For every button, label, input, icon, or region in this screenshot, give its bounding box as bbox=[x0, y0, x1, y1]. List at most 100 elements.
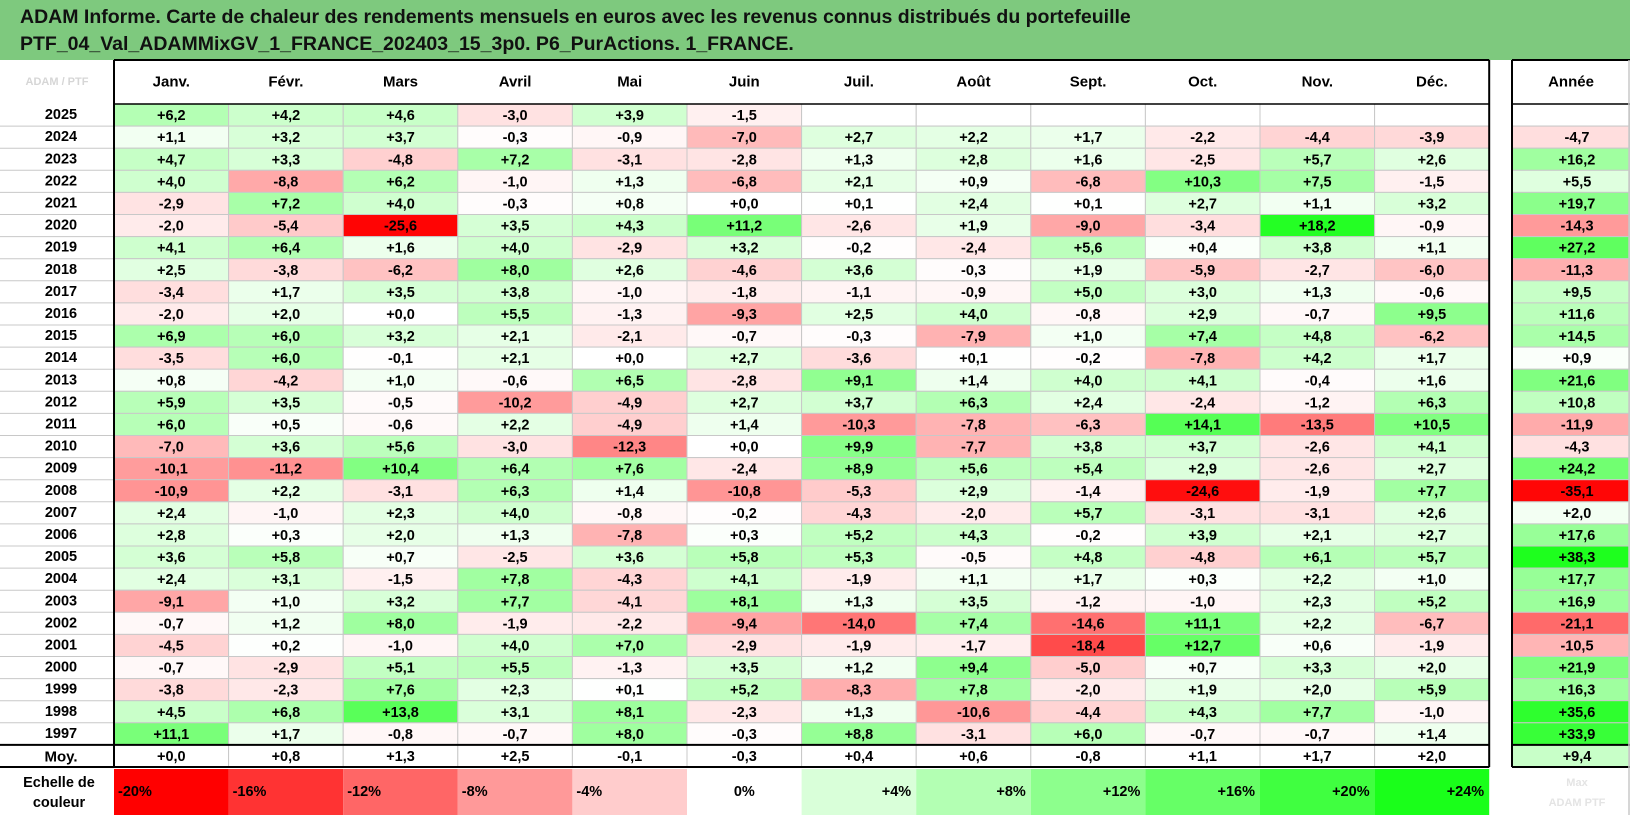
cell-value: +2,4 bbox=[1074, 395, 1103, 411]
year-label-1999: 1999 bbox=[45, 682, 77, 698]
cell-value: +3,7 bbox=[386, 130, 415, 146]
cell-value: -0,8 bbox=[388, 727, 413, 743]
cell-value: +2,1 bbox=[845, 174, 874, 190]
cell-value: -4,8 bbox=[1190, 550, 1215, 566]
cell-value: +0,6 bbox=[1303, 638, 1332, 654]
color-scale-label-line-2: couleur bbox=[33, 795, 86, 811]
color-scale-step: +24% bbox=[1447, 784, 1485, 800]
cell-value: +1,6 bbox=[386, 241, 415, 257]
cell-value: -2,3 bbox=[732, 705, 757, 721]
color-scale-swatch bbox=[687, 769, 802, 815]
cell-value: -7,0 bbox=[732, 130, 757, 146]
color-scale-step: -16% bbox=[233, 784, 267, 800]
cell-value: +5,7 bbox=[1303, 152, 1332, 168]
cell-value: +8,0 bbox=[615, 727, 644, 743]
cell-value: +7,4 bbox=[959, 616, 988, 632]
cell-value: -14,6 bbox=[1072, 616, 1105, 632]
cell-value: -0,7 bbox=[159, 616, 184, 632]
annual-value: +21,9 bbox=[1559, 661, 1596, 677]
annual-value: +24,2 bbox=[1559, 462, 1596, 478]
cell-value: +6,2 bbox=[386, 174, 415, 190]
month-header-10: Oct. bbox=[1188, 74, 1217, 91]
heatmap-cell bbox=[1030, 103, 1146, 127]
cell-value: -1,9 bbox=[1419, 638, 1444, 654]
year-label-1997: 1997 bbox=[45, 726, 77, 742]
cell-value: +1,4 bbox=[730, 417, 759, 433]
cell-value: +0,8 bbox=[615, 196, 644, 212]
month-header-6: Juin bbox=[729, 74, 760, 91]
cell-value: -2,5 bbox=[503, 550, 528, 566]
cell-value: +3,1 bbox=[272, 572, 301, 588]
cell-value: +8,0 bbox=[501, 263, 530, 279]
cell-value: +0,3 bbox=[730, 528, 759, 544]
month-header-12: Déc. bbox=[1416, 74, 1448, 91]
cell-value: -0,9 bbox=[961, 285, 986, 301]
cell-value: -0,5 bbox=[388, 395, 413, 411]
cell-value: -6,7 bbox=[1419, 616, 1444, 632]
cell-value: +8,0 bbox=[386, 616, 415, 632]
year-label-2008: 2008 bbox=[45, 483, 77, 499]
cell-value: +0,0 bbox=[730, 440, 759, 456]
cell-value: -7,8 bbox=[961, 417, 986, 433]
cell-value: -4,9 bbox=[617, 395, 642, 411]
cell-value: +1,1 bbox=[1303, 196, 1332, 212]
month-header-7: Juil. bbox=[844, 74, 874, 91]
cell-value: -3,1 bbox=[961, 727, 986, 743]
report-title-line-2: PTF_04_Val_ADAMMixGV_1_FRANCE_202403_15_… bbox=[20, 33, 794, 55]
annual-value: +2,0 bbox=[1563, 506, 1592, 522]
cell-value: -10,1 bbox=[155, 462, 188, 478]
cell-value: +0,3 bbox=[1188, 572, 1217, 588]
cell-value: -12,3 bbox=[613, 440, 646, 456]
cell-value: -2,5 bbox=[1190, 152, 1215, 168]
cell-value: +5,7 bbox=[1074, 506, 1103, 522]
year-label-2014: 2014 bbox=[45, 350, 77, 366]
cell-value: +6,9 bbox=[157, 329, 186, 345]
cell-value: +0,3 bbox=[272, 528, 301, 544]
annual-value: +21,6 bbox=[1559, 373, 1596, 389]
cell-value: -18,4 bbox=[1072, 638, 1105, 654]
cell-value: -9,1 bbox=[159, 594, 184, 610]
cell-value: -1,0 bbox=[273, 506, 298, 522]
heatmap-cell bbox=[1259, 103, 1376, 127]
cell-value: -5,0 bbox=[1076, 661, 1101, 677]
cell-value: -2,9 bbox=[273, 661, 298, 677]
cell-value: +1,4 bbox=[959, 373, 988, 389]
year-label-2012: 2012 bbox=[45, 394, 77, 410]
cell-value: -11,2 bbox=[270, 462, 302, 478]
year-label-2018: 2018 bbox=[45, 262, 77, 278]
cell-value: +3,8 bbox=[501, 285, 530, 301]
average-value: +2,5 bbox=[501, 749, 530, 765]
year-label-2022: 2022 bbox=[45, 173, 77, 189]
cell-value: -3,9 bbox=[1419, 130, 1444, 146]
month-header-5: Mai bbox=[617, 74, 642, 91]
year-label-2021: 2021 bbox=[45, 195, 77, 211]
cell-value: +6,1 bbox=[1303, 550, 1332, 566]
cell-value: +5,4 bbox=[1074, 462, 1103, 478]
heatmap-cell bbox=[1144, 103, 1261, 127]
cell-value: +4,0 bbox=[1074, 373, 1103, 389]
cell-value: -1,9 bbox=[846, 638, 871, 654]
header-row-bg bbox=[0, 60, 1630, 104]
cell-value: +1,6 bbox=[1074, 152, 1103, 168]
cell-value: +6,4 bbox=[501, 462, 530, 478]
cell-value: +5,0 bbox=[1074, 285, 1103, 301]
cell-value: +4,1 bbox=[730, 572, 759, 588]
cell-value: +2,0 bbox=[272, 307, 301, 323]
cell-value: +7,7 bbox=[1303, 705, 1332, 721]
annual-value: +19,7 bbox=[1559, 196, 1596, 212]
cell-value: +2,9 bbox=[1188, 307, 1217, 323]
cell-value: +2,0 bbox=[1418, 661, 1447, 677]
cell-value: -5,4 bbox=[273, 219, 298, 235]
cell-value: +5,2 bbox=[1418, 594, 1447, 610]
cell-value: -2,3 bbox=[273, 683, 298, 699]
cell-value: -1,0 bbox=[617, 285, 642, 301]
cell-value: -1,1 bbox=[846, 285, 871, 301]
year-label-2003: 2003 bbox=[45, 593, 77, 609]
cell-value: +3,6 bbox=[845, 263, 874, 279]
cell-value: +2,6 bbox=[615, 263, 644, 279]
cell-value: +7,2 bbox=[501, 152, 530, 168]
cell-value: +4,5 bbox=[157, 705, 186, 721]
cell-value: -10,2 bbox=[499, 395, 532, 411]
cell-value: -0,2 bbox=[1076, 351, 1101, 367]
